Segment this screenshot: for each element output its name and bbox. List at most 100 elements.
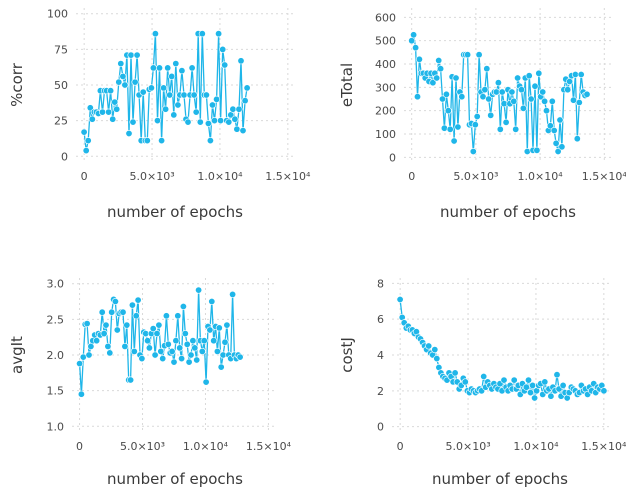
subplot-corr-data-point: [243, 84, 251, 92]
subplot-etotal-ytick-label-2: 200: [375, 105, 396, 118]
subplot-corr-data-point: [86, 104, 94, 112]
subplot-corr-data-point: [219, 45, 227, 53]
subplot-corr-data-point: [188, 64, 196, 72]
subplot-avgit-xtick-label-0: 0: [76, 440, 83, 453]
subplot-etotal-data-point: [508, 88, 516, 96]
subplot-avgit-data-point: [149, 325, 157, 333]
subplot-costj-xtick-label-2: 1.0×10⁴: [513, 440, 559, 453]
subplot-avgit-data-point: [217, 363, 225, 371]
subplot-costj-ytick-label-1: 2: [377, 385, 384, 398]
subplot-etotal-data-point: [583, 90, 591, 98]
subplot-costj-xlabel: number of epochs: [432, 470, 568, 488]
subplot-etotal-data-point: [523, 148, 531, 156]
subplot-corr-data-point: [235, 105, 243, 113]
subplot-avgit-data-point: [206, 326, 214, 334]
subplot-etotal-data-point: [552, 139, 560, 147]
subplot-costj-data-point: [425, 342, 433, 350]
subplot-avgit-data-point: [144, 337, 152, 345]
subplot-avgit-data-point: [153, 330, 161, 338]
subplot-avgit-data-point: [176, 344, 184, 352]
subplot-corr-data-point: [215, 30, 223, 38]
subplot-costj-ytick-label-0: 0: [377, 421, 384, 434]
subplot-etotal-data-point: [481, 86, 489, 94]
subplot-avgit-ylabel: avgIt: [8, 336, 26, 374]
subplot-avgit-data-point: [193, 356, 201, 364]
subplot-etotal-data-point: [550, 127, 558, 135]
subplot-etotal-data-point: [471, 121, 479, 129]
subplot-corr-data-point: [162, 105, 170, 113]
subplot-corr-ylabel: %corr: [8, 62, 26, 107]
subplot-corr-data-point: [149, 64, 157, 72]
subplot-corr-data-point: [198, 30, 206, 38]
subplot-etotal-data-point: [535, 69, 543, 77]
subplot-corr-data-point: [143, 137, 151, 145]
subplot-avgit-ytick-label-0: 1.0: [47, 420, 65, 433]
subplot-avgit-data-point: [138, 355, 146, 363]
subplot-avgit-data-point: [178, 355, 186, 363]
subplot-avgit-data-point: [83, 320, 91, 328]
subplot-costj-xtick-label-1: 5.0×10³: [445, 440, 490, 453]
subplot-costj-data-point: [433, 355, 441, 363]
subplot-corr-data-point: [204, 120, 212, 128]
subplot-corr-data-point: [82, 147, 90, 155]
subplot-etotal-data-point: [533, 146, 541, 154]
subplot-etotal-data-point: [548, 97, 556, 105]
subplot-avgit-data-point: [155, 321, 163, 329]
subplot-avgit-data-point: [106, 349, 114, 357]
subplot-avgit-data-point: [223, 321, 231, 329]
subplot-avgit-data-point: [185, 358, 193, 366]
subplot-avgit-data-point: [121, 342, 129, 350]
subplot-corr-data-point: [107, 87, 115, 95]
subplot-corr-data-point: [231, 115, 239, 123]
subplot-etotal-data-point: [500, 100, 508, 108]
subplot-corr-ytick-label-3: 75: [54, 43, 68, 56]
subplot-etotal-xtick-label-3: 1.5×10⁴: [582, 170, 626, 183]
subplot-etotal-ytick-label-1: 100: [375, 128, 396, 141]
subplot-etotal-data-point: [429, 79, 437, 87]
subplot-etotal-data-point: [413, 93, 421, 101]
subplot-etotal-data-point: [512, 125, 520, 133]
subplot-etotal-data-point: [496, 125, 504, 133]
subplot-corr-data-point: [192, 108, 200, 116]
subplot-avgit-xtick-label-1: 5.0×10³: [120, 440, 165, 453]
subplot-avgit-series-line: [78, 290, 241, 395]
subplot-corr-ytick-label-0: 0: [61, 150, 68, 163]
subplot-etotal-data-point: [527, 95, 535, 103]
subplot-etotal-data-point: [458, 93, 466, 101]
subplot-etotal-data-point: [435, 56, 443, 64]
subplot-corr-xtick-label-0: 0: [81, 170, 88, 183]
subplot-avgit-data-point: [181, 330, 189, 338]
subplot-costj-data-point: [451, 369, 459, 377]
subplot-costj-data-point: [524, 376, 532, 384]
subplot-etotal-data-point: [440, 124, 448, 132]
subplot-corr: %corr number of epochs 0 25 50 75 100 0 5.0×10…: [8, 8, 311, 221]
subplot-costj-grid: [392, 278, 612, 432]
subplot-costj-data-point: [529, 381, 537, 389]
subplot-etotal-data-point: [446, 125, 454, 133]
subplot-etotal-data-point: [494, 79, 502, 87]
subplot-costj-data-point: [510, 376, 518, 384]
subplot-avgit-data-point: [93, 337, 101, 345]
subplot-etotal: eTotal number of epochs 0 100 200 300 400 500…: [338, 8, 626, 221]
subplot-avgit-ytick-label-2: 2.0: [47, 349, 65, 362]
subplot-avgit-data-point: [119, 308, 127, 316]
subplot-corr-data-point: [111, 98, 119, 106]
subplot-costj-data-point: [480, 372, 488, 380]
subplot-etotal-xtick-label-2: 1.0×10⁴: [518, 170, 564, 183]
subplot-avgit-data-point: [210, 337, 218, 345]
subplot-corr-data-point: [241, 97, 249, 105]
subplot-etotal-data-point: [519, 104, 527, 112]
subplot-costj-ytick-label-2: 4: [377, 349, 384, 362]
subplot-corr-data-point: [178, 67, 186, 75]
subplot-avgit-data-point: [111, 297, 119, 305]
subplot-etotal-data-point: [577, 71, 585, 79]
subplot-corr-data-point: [131, 78, 139, 86]
subplot-avgit-data-point: [229, 290, 237, 298]
subplot-corr-data-point: [209, 101, 217, 109]
subplot-avgit-data-point: [172, 337, 180, 345]
subplot-corr-data-point: [174, 101, 182, 109]
subplot-corr-grid: [76, 8, 296, 162]
subplot-costj-data-point: [600, 387, 608, 395]
subplot-costj-data-point: [547, 392, 555, 400]
subplot-etotal-data-point: [542, 107, 550, 115]
